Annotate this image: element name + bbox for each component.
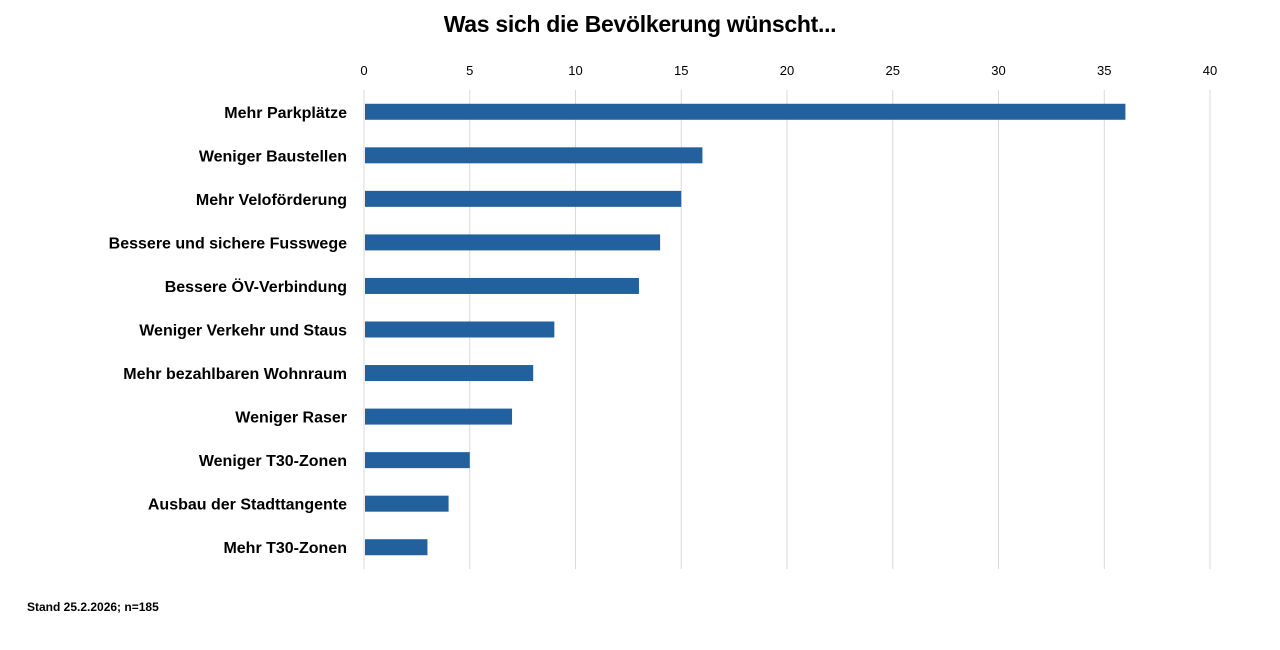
category-label-mehr-parkpl-tze: Mehr Parkplätze xyxy=(224,105,347,122)
bar-weniger-raser xyxy=(365,408,513,425)
category-label-bessere-und-sichere-fusswege: Bessere und sichere Fusswege xyxy=(109,235,347,252)
footnote: Stand 25.2.2026; n=185 xyxy=(27,600,159,614)
x-tick-label-20: 20 xyxy=(780,63,794,78)
category-label-mehr-t30-zonen: Mehr T30-Zonen xyxy=(223,540,347,557)
bar-mehr-velof-rderung xyxy=(365,190,682,207)
x-tick-label-35: 35 xyxy=(1097,63,1111,78)
bar-ausbau-der-stadttangente xyxy=(365,495,449,512)
bar-weniger-t30-zonen xyxy=(365,452,470,469)
category-label-weniger-t30-zonen: Weniger T30-Zonen xyxy=(199,453,347,470)
chart-title: Was sich die Bevölkerung wünscht... xyxy=(443,11,837,37)
bar-weniger-verkehr-und-staus xyxy=(365,321,555,338)
x-tick-label-15: 15 xyxy=(674,63,688,78)
bar-weniger-baustellen xyxy=(365,147,703,164)
x-tick-label-30: 30 xyxy=(991,63,1005,78)
bar-mehr-parkpl-tze xyxy=(365,103,1126,120)
x-axis-ticks: 0 5 10 15 20 25 30 35 40 xyxy=(360,63,1217,78)
x-tick-label-10: 10 xyxy=(568,63,582,78)
category-label-ausbau-der-stadttangente: Ausbau der Stadttangente xyxy=(148,497,347,514)
category-label-mehr-velof-rderung: Mehr Veloförderung xyxy=(196,192,347,209)
bars xyxy=(365,103,1126,556)
bar-bessere-v-verbindung xyxy=(365,277,639,294)
bar-mehr-t30-zonen xyxy=(365,539,428,556)
category-label-weniger-verkehr-und-staus: Weniger Verkehr und Staus xyxy=(139,323,347,340)
x-tick-label-25: 25 xyxy=(886,63,900,78)
x-tick-label-0: 0 xyxy=(360,63,367,78)
category-label-weniger-baustellen: Weniger Baustellen xyxy=(199,148,347,165)
x-tick-label-40: 40 xyxy=(1203,63,1217,78)
category-label-bessere-v-verbindung: Bessere ÖV-Verbindung xyxy=(165,277,347,296)
category-labels: Mehr Parkplätze Weniger Baustellen Mehr Ve… xyxy=(109,105,347,557)
category-label-weniger-raser: Weniger Raser xyxy=(235,410,347,427)
bar-bessere-und-sichere-fusswege xyxy=(365,234,661,251)
x-tick-label-5: 5 xyxy=(466,63,473,78)
category-label-mehr-bezahlbaren-wohnraum: Mehr bezahlbaren Wohnraum xyxy=(123,366,347,383)
bar-mehr-bezahlbaren-wohnraum xyxy=(365,365,534,382)
